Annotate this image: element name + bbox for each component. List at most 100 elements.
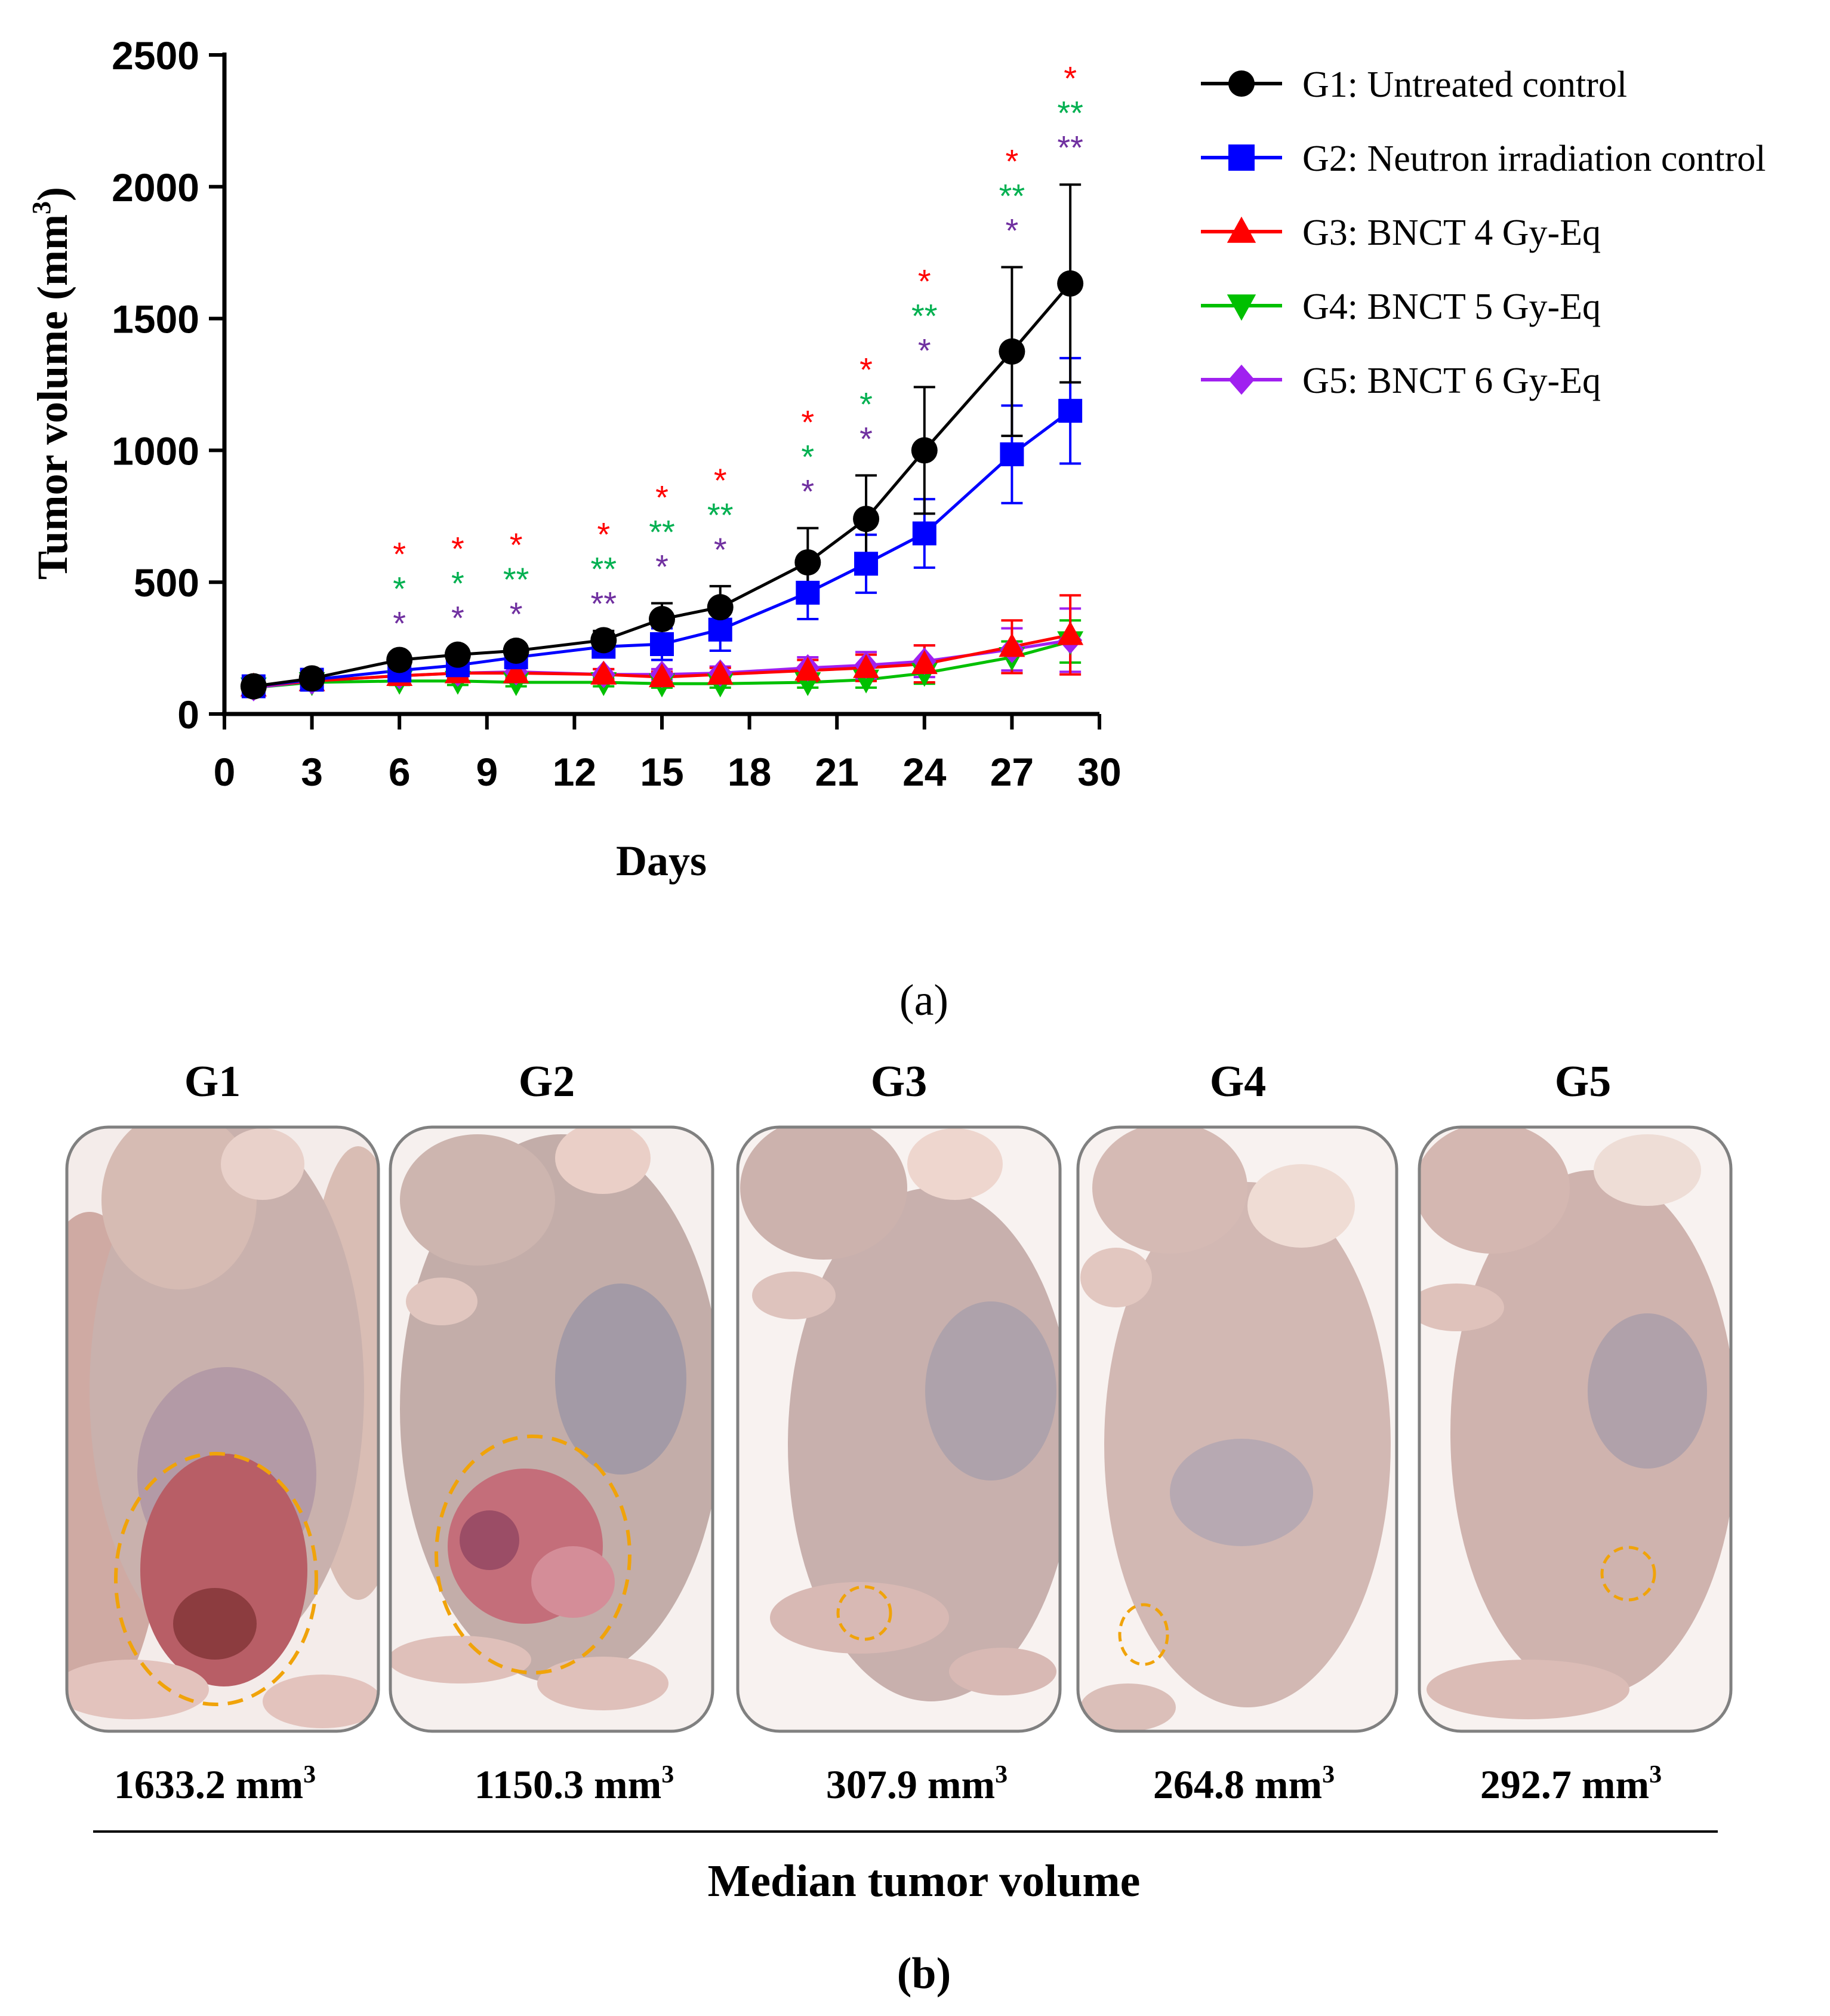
significance-red: * [918, 262, 931, 300]
volume-g3: 307.9 mm3 [826, 1761, 1008, 1807]
significance-green: * [859, 385, 873, 423]
panel-a-label: (a) [899, 976, 948, 1025]
significance-purple: * [859, 420, 873, 457]
legend-label-g1: G1: Untreated control [1302, 64, 1627, 105]
significance-purple: * [1006, 211, 1019, 249]
data-point-g1 [503, 638, 529, 664]
significance-purple: * [714, 531, 727, 568]
mouse-photo-g1 [67, 1127, 378, 1731]
legend-label-g2: G2: Neutron irradiation control [1302, 138, 1766, 179]
data-point-g3 [794, 657, 821, 681]
x-tick-label: 6 [389, 750, 411, 794]
data-point-g1 [298, 665, 325, 692]
data-point-g3 [590, 660, 617, 685]
photo-frame-g4 [1076, 1125, 1398, 1733]
legend-label-g4: G4: BNCT 5 Gy-Eq [1302, 287, 1601, 327]
x-tick-label: 30 [1077, 750, 1121, 794]
footer-title: Median tumor volume [708, 1856, 1141, 1906]
tumor-circle-g1 [114, 1452, 318, 1706]
significance-red: * [714, 461, 727, 499]
data-point-g1 [590, 627, 617, 654]
y-tick-label: 1000 [112, 429, 199, 473]
mouse-photo-g4 [1078, 1127, 1397, 1731]
data-point-g1 [999, 338, 1025, 365]
significance-red: * [859, 350, 873, 388]
x-tick-label: 3 [301, 750, 323, 794]
x-tick-label: 9 [476, 750, 498, 794]
mouse-photo-g3 [738, 1127, 1060, 1731]
significance-marks: *********************** *** *********** ***… [393, 59, 1083, 642]
tumor-circle-g5 [1600, 1546, 1656, 1602]
data-point-g1 [794, 549, 821, 576]
significance-purple: ** [1057, 128, 1083, 166]
significance-red: * [1064, 59, 1077, 97]
data-point-g2 [708, 617, 732, 642]
significance-green: ** [1057, 94, 1083, 131]
x-tick-label: 0 [214, 750, 236, 794]
data-point-g3 [911, 650, 938, 675]
y-tick-label: 1500 [112, 297, 199, 341]
y-tick-label: 0 [177, 692, 199, 737]
volume-g1: 1633.2 mm3 [114, 1761, 316, 1807]
significance-purple: ** [590, 584, 617, 622]
data-point-g2 [854, 552, 879, 576]
data-point-g3 [1057, 621, 1084, 645]
significance-purple: * [510, 595, 523, 633]
y-tick-label: 2500 [112, 33, 199, 78]
significance-green: ** [590, 550, 617, 587]
mouse-photo-g5 [1419, 1127, 1731, 1731]
group-label-g2: G2 [519, 1057, 575, 1106]
data-point-g1 [707, 594, 734, 621]
volume-g2: 1150.3 mm3 [475, 1761, 674, 1807]
photo-frame-g5 [1418, 1125, 1733, 1733]
data-point-g1 [1057, 270, 1084, 297]
legend-label-g5: G5: BNCT 6 Gy-Eq [1302, 361, 1601, 401]
significance-purple: * [451, 599, 464, 637]
group-label-g4: G4 [1210, 1057, 1267, 1106]
significance-red: * [597, 515, 610, 553]
data-point-g2 [650, 632, 674, 656]
significance-red: * [1006, 142, 1019, 180]
data-point-g2 [912, 521, 936, 546]
data-point-g2 [1058, 399, 1083, 423]
significance-red: * [655, 479, 668, 516]
significance-green: ** [707, 496, 734, 534]
panel-b: G1 G2 G3 G4 G5 [65, 1057, 1733, 1906]
data-point-g1 [240, 673, 267, 700]
tumor-circle-g2 [435, 1435, 631, 1675]
significance-green: * [451, 565, 464, 602]
data-point-g1 [649, 606, 675, 633]
volume-g4: 264.8 mm3 [1153, 1761, 1335, 1807]
data-point-g1 [444, 641, 471, 668]
significance-green: ** [503, 561, 529, 598]
x-axis-title: Days [616, 837, 707, 885]
significance-purple: * [655, 548, 668, 586]
legend-marker-g5 [1228, 364, 1255, 395]
tumor-circle-g3 [836, 1585, 892, 1641]
data-markers [240, 270, 1084, 701]
significance-purple: * [918, 331, 931, 369]
x-tick-label: 24 [902, 750, 947, 794]
legend: G1: Untreated control G2: Neutron irradia… [1201, 64, 1766, 401]
y-axis-title: Tumor volume (mm3) [27, 187, 76, 580]
legend-marker-g1 [1228, 70, 1255, 97]
data-point-g1 [386, 647, 413, 673]
data-point-g3 [999, 633, 1025, 657]
data-point-g1 [911, 437, 938, 464]
ticks: 0 3 6 9 12 15 18 21 24 27 30 0 500 1000 1500 2000 2500 [112, 33, 1122, 794]
photo-frame-g3 [736, 1125, 1062, 1733]
panel-b-label: (b) [897, 1949, 951, 1998]
data-point-g2 [796, 580, 820, 605]
significance-purple: * [393, 604, 406, 642]
significance-red: * [510, 526, 523, 564]
photo-frame-g1 [65, 1125, 380, 1733]
group-label-g5: G5 [1555, 1057, 1612, 1106]
significance-green: * [393, 570, 406, 607]
y-tick-label: 2000 [112, 165, 199, 210]
x-tick-label: 15 [640, 750, 683, 794]
tumor-circle-g4 [1118, 1603, 1169, 1666]
data-point-g1 [853, 506, 880, 533]
significance-green: ** [911, 297, 938, 334]
legend-marker-g4 [1227, 294, 1256, 321]
x-tick-label: 12 [553, 750, 596, 794]
